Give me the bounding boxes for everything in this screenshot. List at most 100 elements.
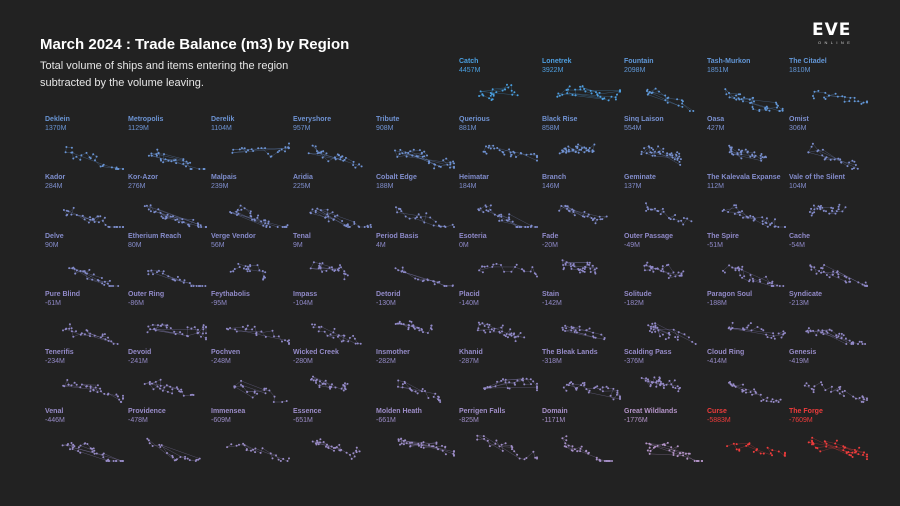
region-map-querious (482, 144, 538, 162)
region-value: 2098M (624, 67, 646, 74)
chart-subtitle: Total volume of ships and items entering… (40, 60, 289, 89)
region-value: -280M (293, 358, 313, 366)
region-value: 858M (542, 125, 560, 132)
region-immensea: Immensea -609M (211, 408, 293, 464)
region-derelik: Derelik 1104M (211, 116, 293, 172)
region-value: -182M (624, 299, 644, 307)
region-value: 184M (459, 183, 477, 191)
region-map-feythabolis (225, 324, 290, 345)
region-value: 146M (542, 183, 560, 191)
region-value: 80M (128, 241, 142, 249)
region-stain: Stain -142M (542, 291, 624, 347)
region-name: Providence (128, 407, 166, 415)
region-value: -54M (789, 241, 805, 249)
region-khanid: Khanid -287M (459, 349, 541, 405)
region-map-kador (62, 207, 124, 229)
region-placid: Placid -140M (459, 291, 541, 347)
region-value: 0M (459, 241, 469, 249)
region-value: -104M (293, 299, 313, 307)
region-map-deklein (64, 146, 124, 170)
region-tenal: Tenal 9M (293, 233, 375, 289)
region-name: The Forge (789, 407, 823, 415)
region-name: Molden Heath (376, 407, 422, 415)
region-value: -282M (376, 358, 396, 366)
region-map-cloud-ring (728, 381, 782, 404)
region-value: 112M (707, 183, 724, 191)
region-outer-ring: Outer Ring -86M (128, 291, 210, 347)
region-name: Catch (459, 58, 479, 65)
region-value: 1104M (211, 125, 232, 132)
region-value: -7609M (789, 416, 813, 424)
region-map-impass (311, 323, 362, 345)
logo-sub-text: ONLINE (818, 40, 854, 45)
region-the-kalevala-expanse: The Kalevala Expanse 112M (707, 174, 789, 230)
region-name: Pure Blind (45, 290, 81, 298)
region-map-the-citadel (812, 89, 868, 105)
region-name: Aridia (293, 174, 313, 182)
region-value: -241M (128, 358, 148, 366)
region-value: 957M (293, 125, 311, 132)
region-malpais: Malpais 239M (211, 174, 293, 230)
region-map-essence (311, 437, 361, 460)
region-map-insmother (397, 379, 442, 404)
region-name: Esoteria (459, 232, 487, 240)
region-map-period-basis (394, 266, 454, 287)
region-wicked-creek: Wicked Creek -280M (293, 349, 375, 405)
region-the-spire: The Spire -51M (707, 233, 789, 289)
region-value: 306M (789, 125, 807, 132)
region-name: Black Rise (542, 116, 578, 123)
region-value: -213M (789, 299, 809, 307)
region-value: 881M (459, 125, 477, 132)
region-name: Tenerifis (45, 349, 74, 357)
region-map-heimatar (477, 204, 538, 229)
region-map-the-bleak-lands (562, 381, 621, 401)
region-pure-blind: Pure Blind -61M (45, 291, 127, 347)
region-genesis: Genesis -419M (789, 349, 871, 405)
region-name: Immensea (211, 407, 246, 415)
region-name: Deklein (45, 116, 70, 123)
region-value: 9M (293, 241, 303, 249)
region-value: 1129M (128, 125, 149, 132)
region-tenerifis: Tenerifis -234M (45, 349, 127, 405)
region-period-basis: Period Basis 4M (376, 233, 458, 289)
region-value: -20M (542, 241, 558, 249)
region-name: Cache (789, 232, 811, 240)
region-name: Heimatar (459, 174, 489, 182)
region-map-the-spire (722, 263, 785, 287)
region-map-metropolis (147, 148, 206, 170)
region-name: Tribute (376, 116, 400, 123)
region-map-tribute (394, 148, 455, 170)
region-name: Etherium Reach (128, 232, 182, 240)
region-value: 4M (376, 241, 386, 249)
region-domain: Domain -1171M (542, 408, 624, 464)
region-map-tenal (309, 260, 349, 280)
region-value: -446M (45, 416, 65, 424)
region-map-tenerifis (62, 379, 124, 404)
region-name: The Spire (707, 232, 739, 240)
region-map-domain (561, 434, 613, 462)
region-great-wildlands: Great Wildlands -1776M (624, 408, 706, 464)
region-name: Branch (542, 174, 567, 182)
region-essence: Essence -651M (293, 408, 375, 464)
region-value: 3922M (542, 67, 564, 74)
region-value: -140M (459, 299, 479, 307)
region-etherium-reach: Etherium Reach 80M (128, 233, 210, 289)
region-value: -1776M (624, 416, 648, 424)
region-name: Everyshore (293, 116, 332, 123)
region-map-providence (146, 437, 201, 462)
region-value: -661M (376, 416, 396, 424)
region-map-outer-ring (146, 323, 207, 341)
region-name: Derelik (211, 116, 235, 123)
region-map-malpais (229, 204, 289, 229)
region-value: -248M (211, 358, 231, 366)
region-map-scalding-pass (640, 376, 681, 393)
region-molden-heath: Molden Heath -661M (376, 408, 458, 464)
region-map-detorid (394, 320, 433, 334)
region-name: Oasa (707, 116, 725, 123)
region-name: Sinq Laison (624, 116, 664, 123)
region-fade: Fade -20M (542, 233, 624, 289)
region-value: -130M (376, 299, 396, 307)
region-name: Paragon Soul (707, 290, 753, 298)
region-solitude: Solitude -182M (624, 291, 706, 347)
